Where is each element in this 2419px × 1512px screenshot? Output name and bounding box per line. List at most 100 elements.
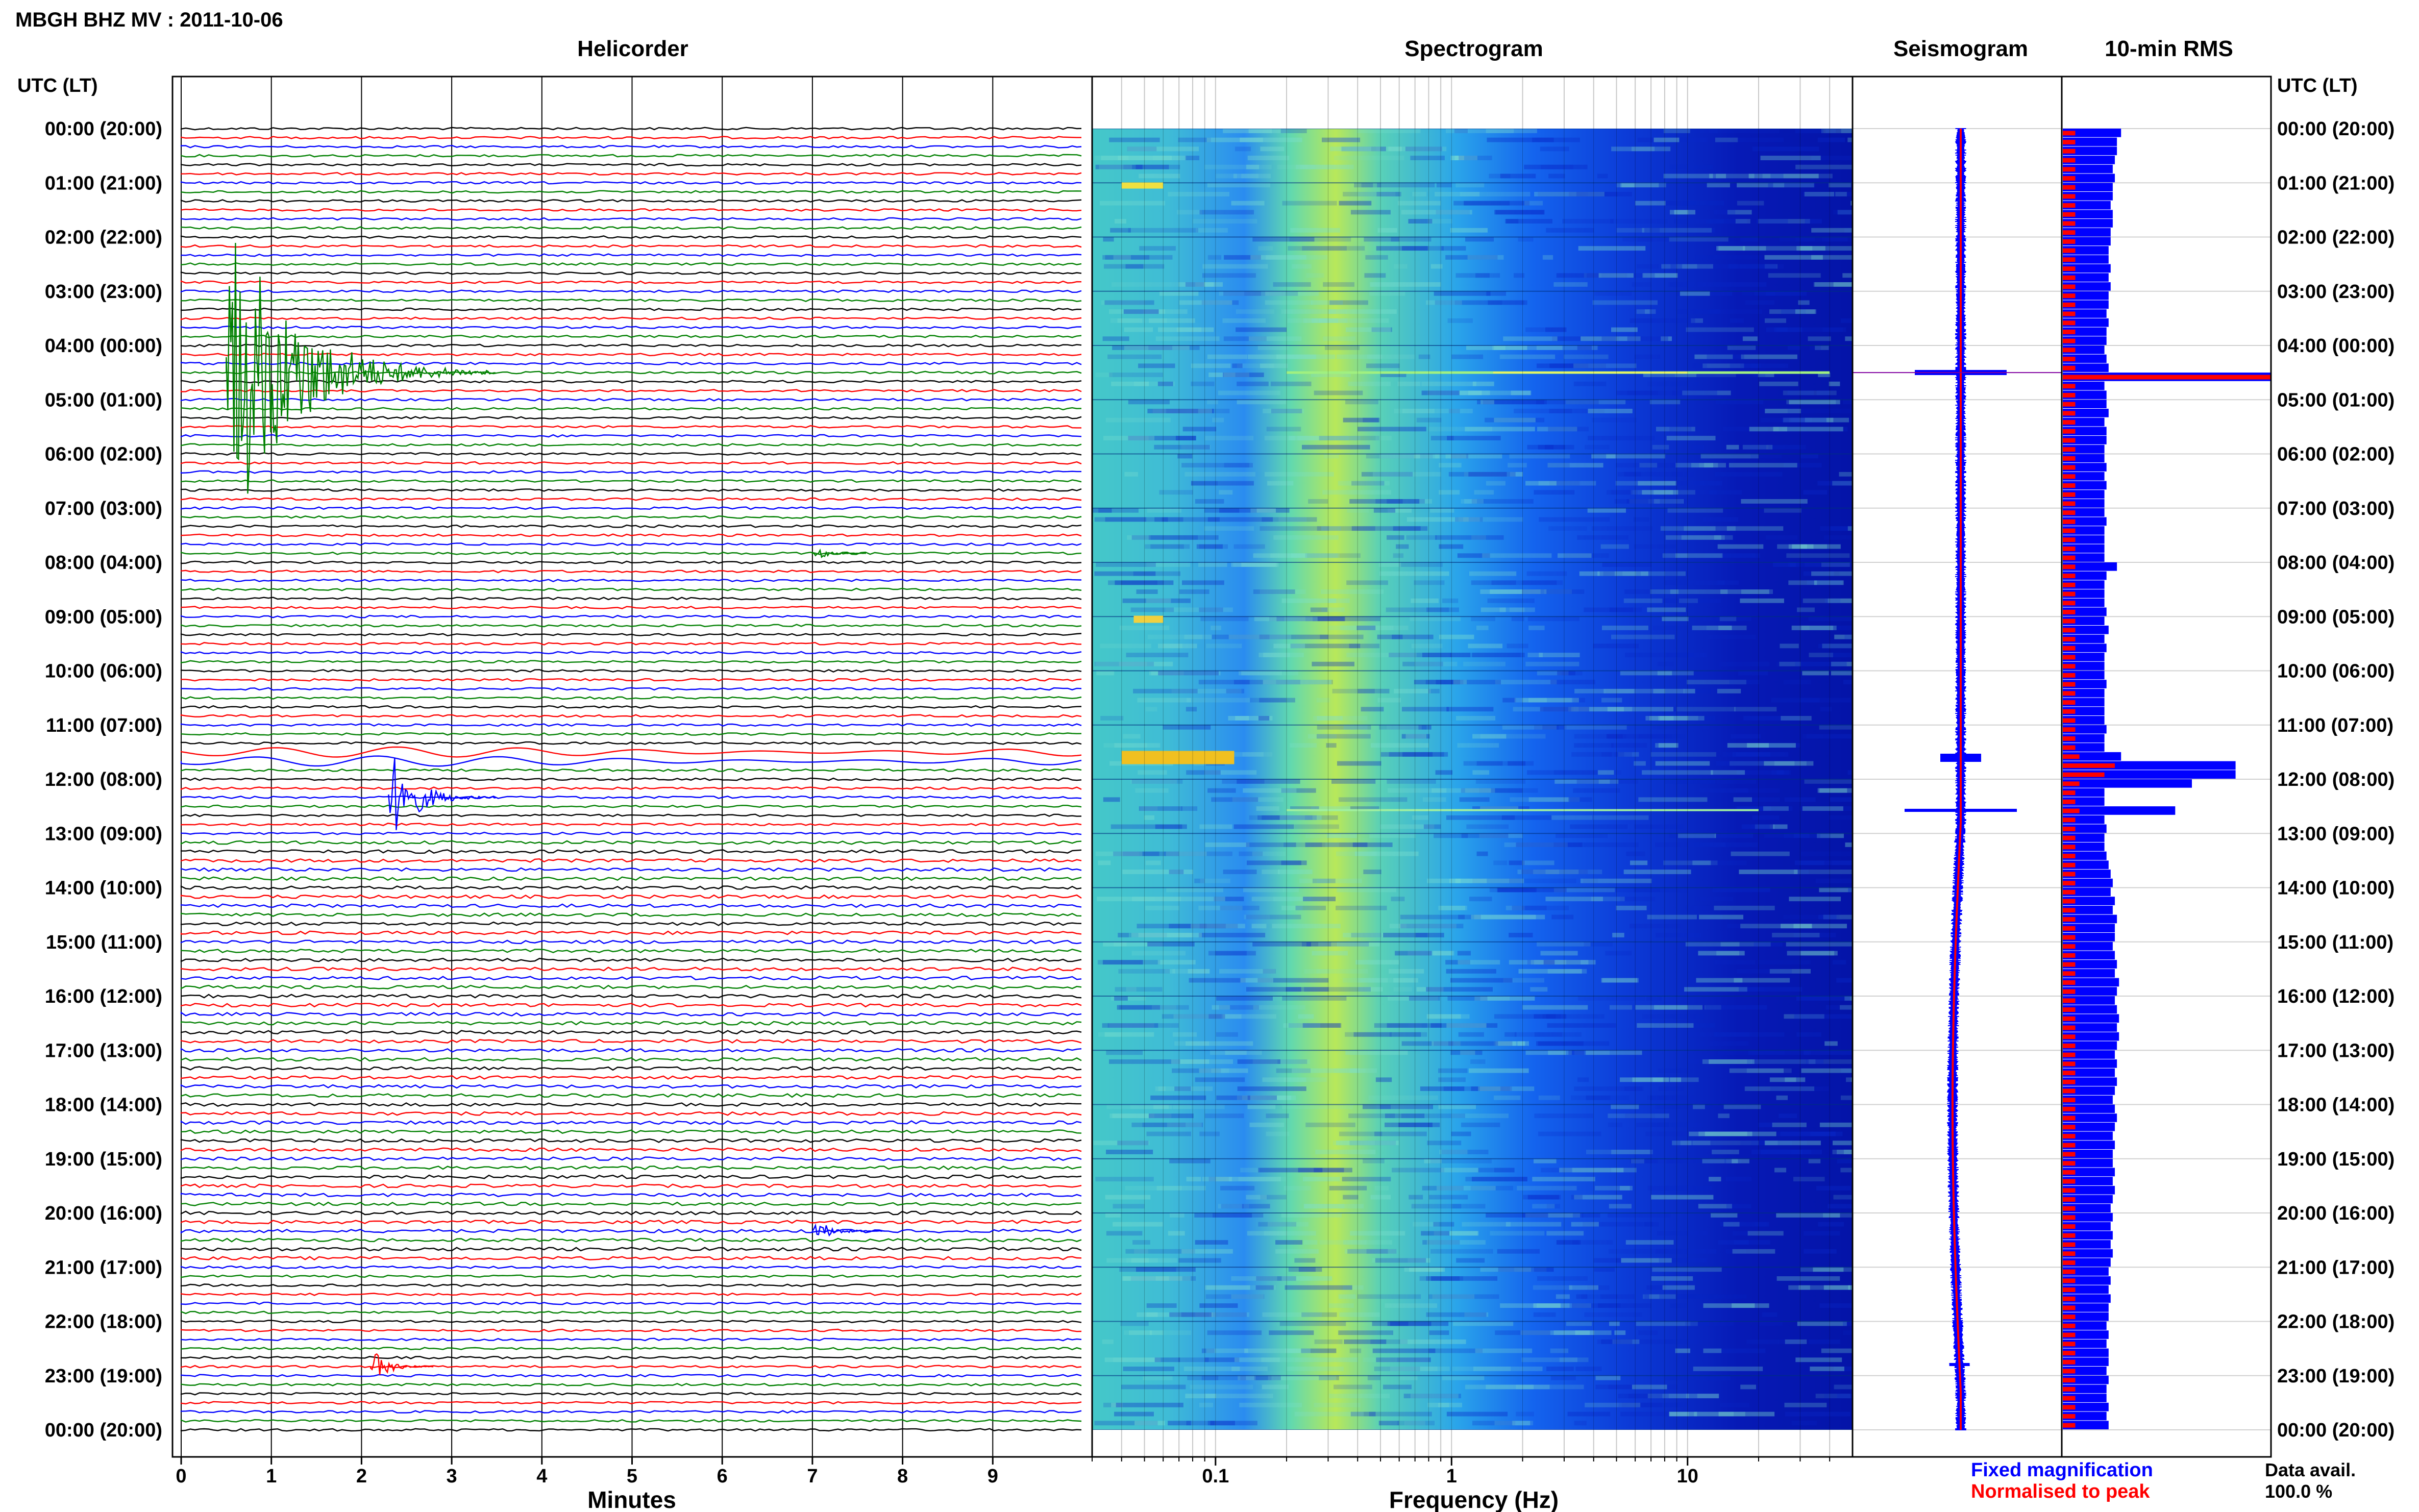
rms-normalised-bar bbox=[2063, 402, 2076, 407]
spectrogram-cell bbox=[1833, 210, 1853, 215]
rms-fixed-bar bbox=[2063, 806, 2176, 815]
spectrogram-cell bbox=[1697, 1041, 1749, 1046]
helicorder-trace bbox=[180, 1011, 1082, 1017]
spectrogram-cell bbox=[1732, 1303, 1769, 1308]
spectrogram-cell bbox=[1284, 309, 1347, 314]
spectrogram-cell bbox=[1692, 626, 1732, 630]
spectrogram-cell bbox=[1252, 237, 1315, 242]
spectrogram-cell bbox=[1616, 1258, 1677, 1263]
spectrogram-cell bbox=[1348, 1113, 1395, 1119]
spectrogram-cell bbox=[1571, 752, 1612, 757]
spectrogram-cell bbox=[1466, 824, 1509, 829]
helicorder-trace bbox=[180, 1021, 1082, 1026]
spectrogram-cell bbox=[1102, 1339, 1114, 1344]
rms-normalised-bar bbox=[2063, 872, 2076, 877]
spectrogram-cell bbox=[1676, 291, 1733, 296]
spectrogram-cell bbox=[1485, 417, 1545, 423]
helicorder-trace bbox=[180, 144, 1082, 148]
spectrogram-cell bbox=[1465, 237, 1494, 242]
spectrogram-cell bbox=[1525, 481, 1557, 486]
spectrogram-cell bbox=[1538, 192, 1588, 196]
spectrogram-cell bbox=[1191, 381, 1215, 386]
spectrogram-cell bbox=[1181, 1249, 1233, 1254]
spectrogram-cell bbox=[1445, 960, 1470, 965]
spectrogram-cell bbox=[1556, 833, 1608, 838]
spectrogram-cell bbox=[1509, 933, 1533, 937]
spectrogram-cell bbox=[1785, 1411, 1851, 1417]
spectrogram-cell bbox=[1712, 1150, 1739, 1154]
spectrogram-cell bbox=[1669, 164, 1714, 169]
spectrogram-cell bbox=[1222, 779, 1265, 784]
spectrogram-cell bbox=[1159, 490, 1193, 495]
spectrogram-cell bbox=[1764, 1141, 1821, 1146]
spectrogram-cell bbox=[1211, 626, 1221, 630]
spectrogram-cell bbox=[1774, 1168, 1787, 1173]
spectrogram-cell bbox=[1110, 318, 1167, 323]
spectrogram-cell bbox=[1236, 327, 1287, 332]
helicorder-trace bbox=[180, 1428, 1082, 1432]
spectrogram-cell bbox=[1257, 815, 1317, 820]
spectrogram-cell bbox=[1662, 761, 1706, 766]
spectrogram-cell bbox=[1661, 598, 1721, 603]
spectrogram-cell bbox=[1427, 878, 1461, 883]
spectrogram-cell bbox=[1740, 1384, 1756, 1390]
spectrogram-cell bbox=[1548, 1050, 1566, 1055]
spectrogram-cell bbox=[1103, 797, 1120, 802]
spectrogram-cell bbox=[1132, 897, 1181, 902]
spectrogram-cell bbox=[1233, 680, 1300, 685]
spectrogram-cell bbox=[1322, 490, 1392, 495]
spectrogram-cell bbox=[1271, 409, 1302, 413]
spectrogram-cell bbox=[1476, 851, 1488, 856]
spectrogram-cell bbox=[1681, 201, 1724, 206]
spectrogram-cell bbox=[1250, 698, 1287, 703]
spectrogram-cell bbox=[1336, 1141, 1399, 1146]
spectrogram-cell bbox=[1134, 1249, 1148, 1254]
spectrogram-cell bbox=[1412, 815, 1428, 820]
helicorder-event bbox=[369, 1353, 434, 1375]
spectrogram-cell bbox=[1131, 933, 1192, 937]
spectrogram-cell bbox=[1105, 417, 1171, 423]
spectrogram-cell bbox=[1784, 1402, 1827, 1407]
helicorder-trace bbox=[180, 217, 1082, 221]
spectrogram-cell bbox=[1756, 743, 1800, 748]
spectrogram-cell bbox=[1154, 517, 1220, 522]
spectrogram-cell bbox=[1349, 1348, 1362, 1353]
spectrogram-cell bbox=[1676, 779, 1716, 784]
spectrogram-cell bbox=[1808, 1158, 1821, 1163]
spectrogram-cell bbox=[1162, 1014, 1222, 1019]
spectrogram-cell bbox=[1388, 508, 1412, 513]
spectrogram-cell bbox=[1260, 146, 1285, 152]
spectrogram-cell bbox=[1106, 1150, 1153, 1154]
spectrogram-cell bbox=[1301, 1348, 1337, 1353]
spectrogram-cell bbox=[1642, 228, 1712, 233]
spectrogram-cell bbox=[1402, 246, 1444, 251]
helicorder-trace bbox=[180, 163, 1082, 167]
rms-normalised-bar bbox=[2063, 1088, 2076, 1094]
spectrogram-cell bbox=[1608, 1384, 1678, 1390]
spectrogram-cell bbox=[1198, 562, 1227, 567]
spectrogram-cell bbox=[1279, 815, 1322, 820]
spectrogram-cell bbox=[1765, 409, 1801, 413]
helicorder-trace bbox=[180, 271, 1082, 275]
spectrogram-cell bbox=[1155, 1086, 1166, 1091]
spectrogram-cell bbox=[1541, 1168, 1571, 1173]
rms-normalised-bar bbox=[2063, 1197, 2076, 1202]
rms-normalised-bar bbox=[2063, 772, 2105, 777]
spectrogram-cell bbox=[1742, 444, 1766, 450]
spectrogram-cell bbox=[1537, 941, 1591, 947]
spectrogram-cell bbox=[1363, 1357, 1397, 1362]
spectrogram-cell bbox=[1624, 472, 1695, 477]
spectrogram-cell bbox=[1255, 1285, 1274, 1290]
spectrogram-cell bbox=[1772, 933, 1820, 937]
rms-normalised-bar bbox=[2063, 845, 2076, 850]
spectrogram-cell bbox=[1366, 454, 1433, 459]
spectrogram-cell bbox=[1337, 887, 1396, 893]
spectrogram-cell bbox=[1438, 1402, 1449, 1407]
spectrogram-cell bbox=[1737, 806, 1771, 811]
spectrogram-cell bbox=[1300, 164, 1336, 169]
spectrogram-cell bbox=[1100, 201, 1165, 206]
spectrogram-cell bbox=[1508, 761, 1526, 766]
spectrogram-cell bbox=[1357, 978, 1388, 983]
spectrogram-cell bbox=[1223, 336, 1267, 341]
rms-normalised-bar bbox=[2063, 158, 2076, 163]
